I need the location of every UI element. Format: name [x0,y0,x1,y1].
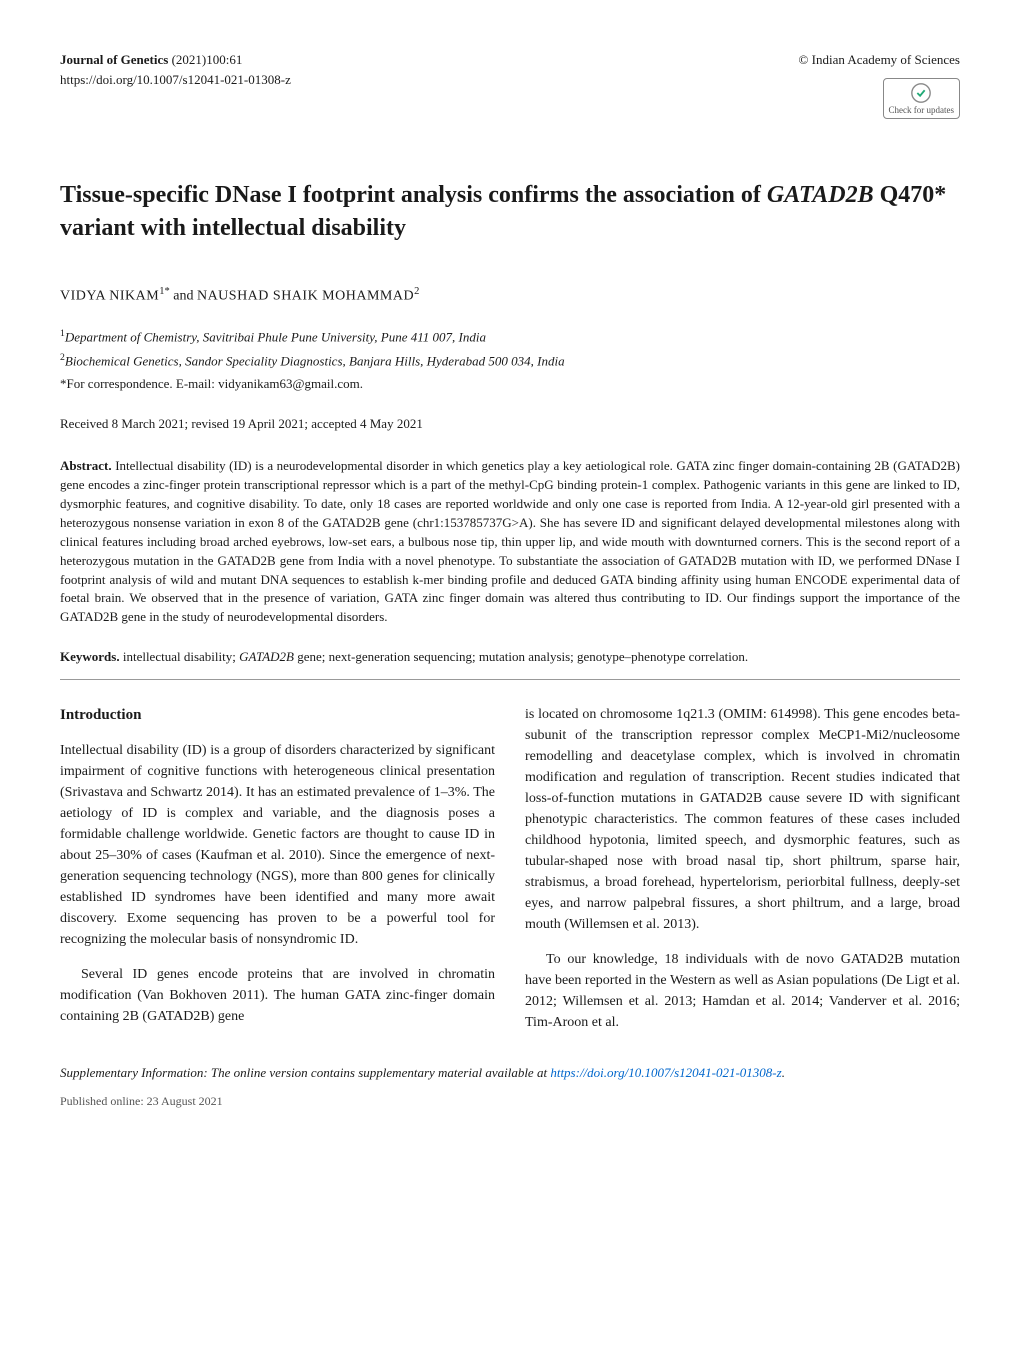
section-heading-introduction: Introduction [60,704,495,727]
author-2: NAUSHAD SHAIK MOHAMMAD [197,289,414,304]
article-dates: Received 8 March 2021; revised 19 April … [60,414,960,434]
keywords-post: gene; next-generation sequencing; mutati… [294,649,748,664]
col2-p1: is located on chromosome 1q21.3 (OMIM: 6… [525,704,960,935]
doi: https://doi.org/10.1007/s12041-021-01308… [60,72,291,87]
author-2-sup: 2 [414,286,419,297]
published-online: Published online: 23 August 2021 [60,1092,960,1110]
author-1-sup: 1* [159,286,170,297]
column-left: Introduction Intellectual disability (ID… [60,704,495,1047]
article-title: Tissue-specific DNase I footprint analys… [60,179,960,244]
authors-list: VIDYA NIKAM1* and NAUSHAD SHAIK MOHAMMAD… [60,284,960,307]
supplementary-info: Supplementary Information: The online ve… [60,1063,960,1083]
col1-p1: Intellectual disability (ID) is a group … [60,740,495,950]
supp-post: . [782,1065,785,1080]
two-column-body: Introduction Intellectual disability (ID… [60,704,960,1047]
keywords-pre: intellectual disability; [120,649,240,664]
col2-p2: To our knowledge, 18 individuals with de… [525,949,960,1033]
abstract: Abstract. Intellectual disability (ID) i… [60,457,960,627]
affiliation-2: 2Biochemical Genetics, Sandor Speciality… [60,351,960,371]
correspondence: *For correspondence. E-mail: vidyanikam6… [60,374,960,394]
header-left: Journal of Genetics (2021)100:61 https:/… [60,50,291,89]
title-gene: GATAD2B [767,182,874,208]
crossmark-icon [910,82,932,104]
journal-name: Journal of Genetics [60,52,168,67]
copyright: © Indian Academy of Sciences [799,50,961,70]
divider [60,679,960,680]
supp-link[interactable]: https://doi.org/10.1007/s12041-021-01308… [550,1065,781,1080]
keywords-gene: GATAD2B [239,649,294,664]
keywords: Keywords. intellectual disability; GATAD… [60,647,960,667]
author-1: VIDYA NIKAM [60,289,159,304]
abstract-text: Intellectual disability (ID) is a neurod… [60,458,960,624]
affiliation-1: 1Department of Chemistry, Savitribai Phu… [60,327,960,347]
abstract-label: Abstract. [60,458,112,473]
supp-pre: Supplementary Information: The online ve… [60,1065,550,1080]
header-row: Journal of Genetics (2021)100:61 https:/… [60,50,960,119]
header-right: © Indian Academy of Sciences Check for u… [799,50,961,119]
crossmark-text: Check for updates [889,105,954,115]
column-right: is located on chromosome 1q21.3 (OMIM: 6… [525,704,960,1047]
aff1-text: Department of Chemistry, Savitribai Phul… [65,329,486,344]
year-volume-page: (2021)100:61 [168,52,242,67]
title-part1: Tissue-specific DNase I footprint analys… [60,182,767,208]
crossmark-badge[interactable]: Check for updates [883,78,960,120]
authors-joiner: and [170,289,197,304]
col1-p2: Several ID genes encode proteins that ar… [60,964,495,1027]
aff2-text: Biochemical Genetics, Sandor Speciality … [65,353,565,368]
keywords-label: Keywords. [60,649,120,664]
